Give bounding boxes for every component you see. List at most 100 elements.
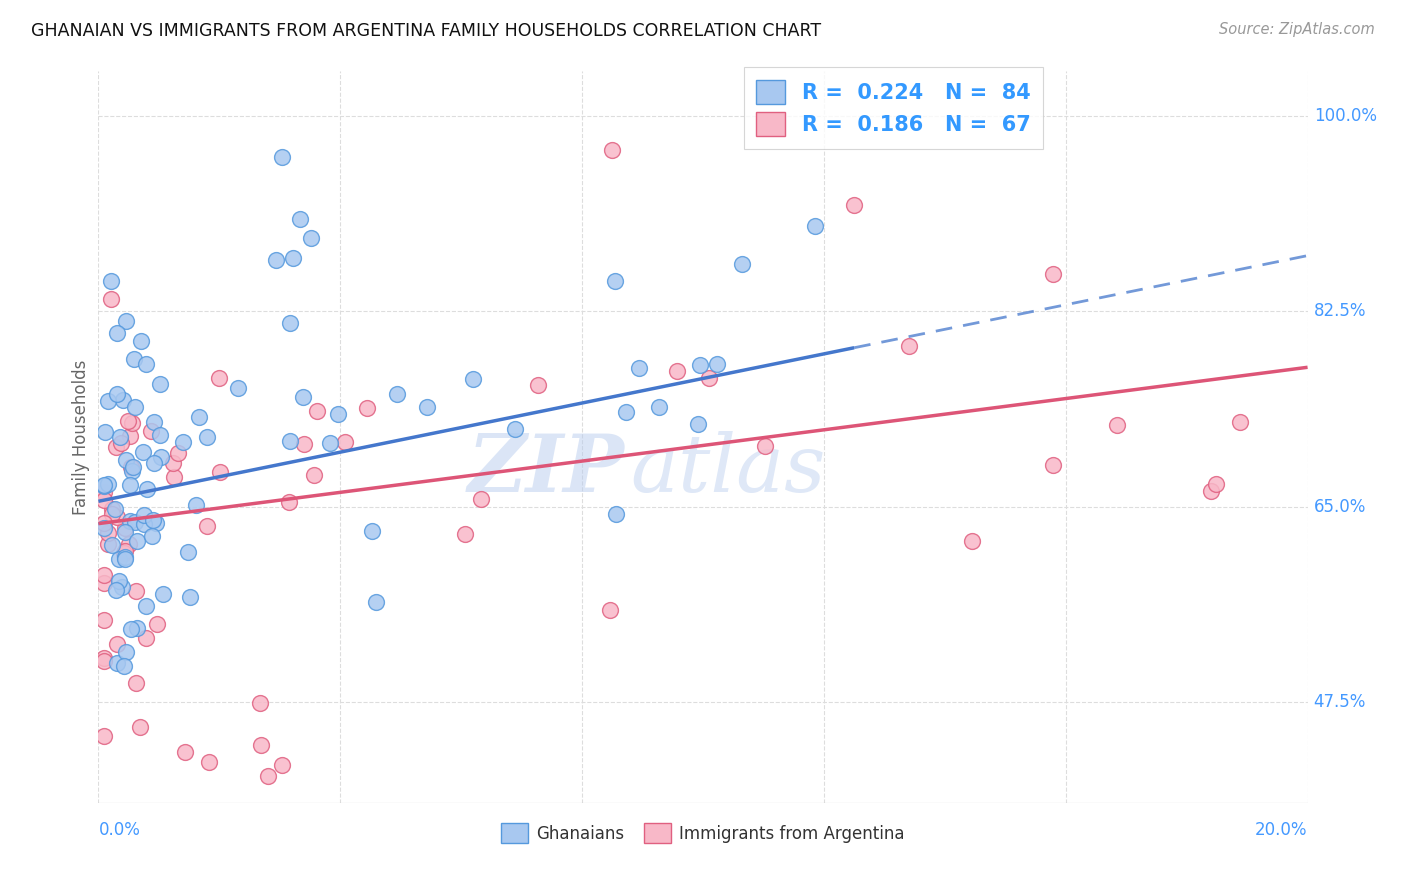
Legend: Ghanaians, Immigrants from Argentina: Ghanaians, Immigrants from Argentina (495, 817, 911, 849)
Point (470, 491, 492, 506)
Point (132, 445, 155, 459)
Point (697, 371, 720, 385)
Point (114, 521, 136, 535)
Point (101, 538, 124, 552)
Point (257, 769, 280, 783)
Point (141, 529, 163, 543)
Point (93, 613, 115, 627)
Point (302, 468, 325, 483)
Point (93, 521, 115, 535)
Point (730, 258, 752, 272)
Point (149, 450, 172, 464)
Point (648, 401, 671, 415)
Point (249, 696, 271, 710)
Point (93, 425, 115, 439)
Point (603, 274, 626, 288)
Point (93, 516, 115, 530)
Text: 0.0%: 0.0% (98, 821, 141, 839)
Point (114, 544, 136, 558)
Point (356, 401, 378, 415)
Point (97, 526, 120, 541)
Point (163, 469, 186, 483)
Point (115, 645, 138, 659)
Point (162, 456, 184, 470)
Point (152, 587, 174, 601)
Point (361, 524, 384, 538)
Text: GHANAIAN VS IMMIGRANTS FROM ARGENTINA FAMILY HOUSEHOLDS CORRELATION CHART: GHANAIAN VS IMMIGRANTS FROM ARGENTINA FA… (31, 22, 821, 40)
Point (1201, 484, 1223, 499)
Point (135, 358, 157, 372)
Point (105, 386, 128, 401)
Point (665, 364, 688, 378)
Point (689, 358, 711, 372)
Point (527, 378, 550, 392)
Point (93, 729, 115, 743)
Point (844, 198, 866, 212)
Point (172, 435, 194, 450)
Point (107, 551, 129, 566)
Text: 82.5%: 82.5% (1313, 302, 1367, 320)
Point (124, 401, 146, 415)
Point (112, 658, 135, 673)
Point (149, 428, 172, 442)
Point (208, 370, 231, 384)
Point (100, 508, 122, 522)
Point (93, 493, 115, 508)
Point (299, 231, 322, 245)
Point (461, 372, 484, 386)
Point (605, 508, 627, 522)
Point (387, 387, 409, 401)
Point (145, 617, 167, 632)
Point (271, 150, 294, 164)
Point (292, 437, 315, 451)
Point (129, 334, 152, 349)
Point (198, 755, 221, 769)
Point (326, 408, 349, 422)
Point (416, 400, 439, 414)
Point (142, 456, 165, 470)
Point (614, 405, 637, 419)
Point (93, 650, 115, 665)
Point (108, 430, 131, 444)
Point (117, 413, 139, 427)
Point (107, 574, 129, 588)
Point (1042, 267, 1064, 281)
Point (628, 360, 651, 375)
Point (120, 622, 142, 636)
Point (145, 516, 167, 531)
Point (93, 479, 115, 493)
Point (114, 453, 136, 467)
Point (105, 326, 128, 341)
Point (110, 436, 132, 450)
Point (960, 534, 983, 549)
Point (105, 656, 128, 670)
Point (124, 515, 146, 529)
Point (319, 436, 342, 450)
Point (290, 211, 312, 226)
Point (121, 416, 143, 430)
Point (127, 621, 149, 635)
Point (93, 568, 115, 582)
Point (100, 293, 122, 307)
Point (278, 434, 301, 449)
Point (177, 545, 200, 559)
Point (114, 552, 136, 566)
Point (278, 495, 301, 509)
Point (118, 537, 141, 551)
Point (1205, 476, 1227, 491)
Point (97, 537, 120, 551)
Point (120, 460, 142, 475)
Point (105, 637, 128, 651)
Point (208, 465, 231, 479)
Point (278, 317, 301, 331)
Point (1105, 417, 1128, 432)
Point (114, 550, 136, 565)
Text: 100.0%: 100.0% (1313, 107, 1376, 125)
Point (93, 478, 115, 492)
Point (93, 654, 115, 668)
Point (167, 446, 190, 460)
Point (197, 518, 219, 533)
Point (599, 602, 621, 616)
Point (125, 676, 148, 690)
Point (120, 429, 142, 443)
